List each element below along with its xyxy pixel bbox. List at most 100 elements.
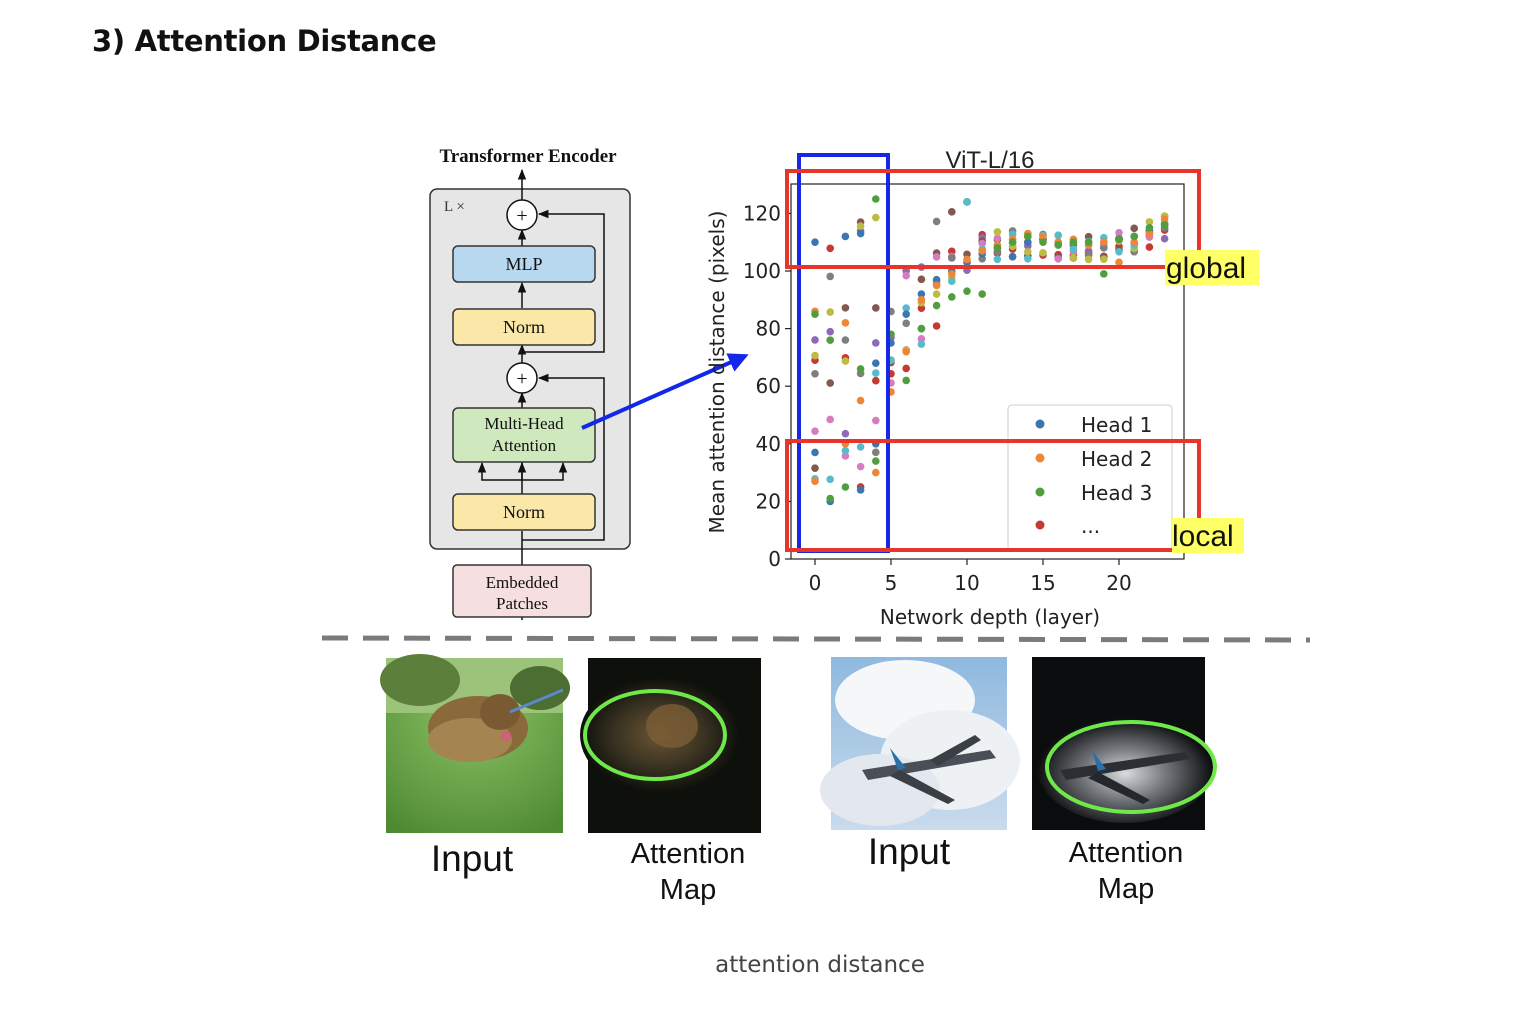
data-point-other-head	[1084, 255, 1093, 264]
data-point-head-2	[948, 270, 956, 278]
dog-input-image	[380, 654, 570, 833]
data-point-other-head	[932, 322, 941, 330]
mha-box	[452, 407, 596, 463]
plane-attention-circle	[1045, 720, 1217, 814]
data-point-other-head	[917, 340, 926, 348]
data-point-head-1	[856, 486, 865, 494]
data-point-head-1	[841, 232, 850, 241]
plot-frame	[790, 183, 1185, 560]
data-point-head-1	[811, 448, 819, 457]
data-point-head-3	[826, 336, 834, 344]
data-point-head-2	[811, 477, 819, 486]
data-point-head-3	[1084, 238, 1093, 246]
plane-map-label-line1: Attention	[1069, 837, 1183, 869]
data-point-head-3	[917, 324, 926, 333]
x-axis: 0 5 10 15 20	[809, 559, 1132, 595]
data-point-other-head	[841, 304, 850, 312]
norm-bottom-label: Norm	[503, 502, 545, 522]
dog-attention-circle	[583, 689, 727, 781]
embedded-patches-box	[452, 564, 592, 618]
data-point-other-head	[902, 271, 910, 280]
section-heading: 3) Attention Distance	[92, 24, 437, 58]
data-point-other-head	[826, 415, 834, 424]
data-point-head-2	[963, 255, 971, 264]
data-point-other-head	[902, 364, 910, 373]
data-point-other-head	[872, 304, 880, 312]
norm-top-label: Norm	[503, 317, 545, 337]
data-point-head-2	[932, 281, 941, 290]
data-point-head-1	[902, 310, 910, 319]
plane-map-label-line2: Map	[1098, 873, 1154, 905]
dog-map-label-line1: Attention	[631, 838, 745, 870]
add-symbol-bottom: +	[516, 368, 527, 390]
data-point-other-head	[948, 208, 956, 216]
data-point-other-head	[917, 304, 926, 313]
plane-input-image	[820, 657, 1020, 830]
data-point-other-head	[932, 253, 941, 261]
global-label-bg	[1165, 250, 1259, 285]
data-point-head-2	[1160, 215, 1169, 223]
legend-head2: Head 2	[1081, 447, 1152, 471]
add-circle-top	[506, 199, 538, 231]
data-point-other-head	[932, 290, 941, 298]
x-tick-label: 15	[1030, 571, 1055, 595]
plane-input-label: Input	[868, 831, 951, 872]
mlp-box	[452, 245, 596, 283]
data-point-other-head	[1100, 255, 1108, 264]
data-point-head-2	[1145, 229, 1154, 238]
figure-caption: attention distance	[715, 952, 925, 978]
data-point-other-head	[826, 379, 834, 387]
norm-bottom-box	[452, 493, 596, 531]
data-point-head-3	[856, 365, 865, 373]
y-tick-label: 80	[756, 317, 781, 341]
data-point-head-3	[1130, 232, 1138, 241]
data-point-other-head	[1024, 254, 1032, 263]
plane-attention-map	[1032, 657, 1217, 830]
data-point-other-head	[917, 275, 926, 284]
legend-more: ...	[1081, 514, 1100, 538]
data-point-head-2	[856, 396, 865, 405]
data-point-other-head	[811, 464, 819, 472]
data-point-other-head	[902, 304, 910, 312]
data-point-other-head	[872, 416, 880, 425]
data-point-head-3	[932, 301, 941, 310]
data-point-head-3	[1024, 232, 1032, 241]
data-point-other-head	[826, 244, 834, 253]
data-point-other-head	[993, 255, 1002, 264]
data-point-head-2	[978, 247, 986, 255]
data-point-other-head	[841, 429, 850, 438]
data-point-other-head	[826, 308, 834, 316]
repeat-label: L ×	[444, 199, 465, 215]
data-point-other-head	[872, 339, 880, 347]
dog-input-label: Input	[431, 838, 514, 879]
data-point-other-head	[1054, 231, 1062, 239]
data-point-head-2	[1039, 232, 1047, 241]
data-point-head-3	[1039, 238, 1047, 246]
value-arrow	[522, 461, 568, 481]
data-point-head-2	[872, 468, 880, 477]
add-symbol-top: +	[516, 205, 527, 227]
y-tick-label: 60	[756, 374, 781, 398]
data-point-head-3	[1069, 238, 1078, 246]
section-divider	[321, 635, 1311, 643]
global-region-box	[785, 169, 1201, 269]
y-tick-label: 20	[756, 489, 781, 513]
data-point-head-3	[993, 244, 1002, 252]
data-point-head-3	[963, 287, 971, 295]
data-points	[811, 195, 1169, 506]
data-point-other-head	[1069, 245, 1078, 254]
data-point-head-2	[1100, 238, 1108, 246]
data-point-head-3	[1160, 221, 1169, 229]
data-point-other-head	[872, 448, 880, 457]
data-point-other-head	[826, 327, 834, 336]
legend-marker-head3	[1035, 487, 1045, 497]
data-point-other-head	[1130, 224, 1138, 233]
data-point-head-1	[917, 290, 926, 298]
transformer-encoder-diagram: Transformer Encoder L × MLP Norm Multi-H…	[429, 146, 631, 620]
data-point-head-3	[872, 195, 880, 203]
data-point-other-head	[1145, 218, 1154, 226]
data-point-head-2	[902, 347, 910, 356]
legend-marker-more	[1035, 520, 1045, 530]
data-point-other-head	[1115, 228, 1123, 237]
